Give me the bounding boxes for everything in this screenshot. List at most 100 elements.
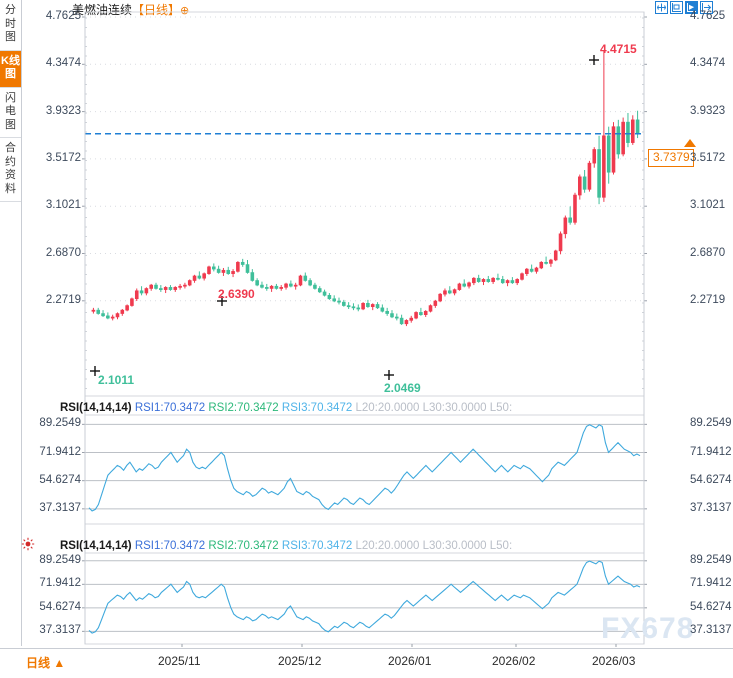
candlestick (390, 310, 394, 319)
candlestick (616, 119, 621, 159)
sidebar-item-lightning[interactable]: 闪电图 (0, 88, 21, 138)
candlestick (120, 308, 125, 316)
candlestick (298, 274, 303, 287)
candlestick (332, 295, 336, 303)
annotation-low-2: 2.0469 (384, 381, 421, 395)
rsi-panel-2-axis-label-left: 71.9412 (39, 577, 81, 590)
candlestick (606, 126, 611, 184)
sidebar-item-contract-info[interactable]: 合约资料 (0, 138, 21, 202)
crosshair-target-icon[interactable]: ⊕ (180, 5, 190, 17)
rsi-panel-2-axis-label-right: 71.9412 (690, 577, 732, 590)
candlestick (438, 293, 442, 303)
candlestick (457, 282, 462, 291)
candlestick (395, 313, 399, 321)
rsi1-l20: L20:20.0000 (355, 402, 420, 414)
candlestick (563, 215, 568, 239)
candlestick (578, 174, 582, 200)
annotation-low-1: 2.1011 (98, 373, 135, 387)
candlestick (630, 115, 635, 145)
current-price-tag[interactable]: 3.7379 (648, 149, 694, 167)
rsi-panel-1-axis-label-right: 89.2549 (690, 417, 732, 430)
price-axis-label-right: 3.1021 (690, 199, 726, 212)
date-axis-label: 2026/01 (388, 654, 432, 668)
rsi2-l30: L30:30.0000 (422, 540, 487, 552)
candlestick (573, 192, 577, 225)
candlestick (529, 264, 534, 273)
price-axis-label-right: 4.7625 (690, 10, 726, 22)
symbol-name: 美燃油连续 (72, 3, 133, 17)
rsi-panel-1-line (88, 424, 641, 512)
candlestick (260, 281, 264, 289)
candlestick (544, 256, 548, 265)
sidebar-item-timeline-label: 分时图 (5, 4, 16, 43)
period-label: 【日线】 (132, 3, 181, 17)
period-selector-button[interactable]: 日线 ▲ (26, 656, 66, 670)
candlestick (433, 299, 438, 308)
candlestick (423, 310, 428, 317)
price-axis-label-left: 2.6870 (45, 246, 81, 259)
price-axis-label-right: 2.6870 (690, 246, 726, 259)
rsi-panel-2-axis-label-left: 89.2549 (39, 553, 81, 566)
candlestick (173, 286, 178, 292)
tool-shift-right-icon[interactable] (700, 1, 713, 14)
tool-zoom-icon[interactable] (685, 1, 698, 14)
candlestick (178, 283, 182, 290)
candlestick (510, 277, 515, 284)
annotation-high-4: 4.4715 (600, 42, 637, 56)
tool-measure-icon[interactable] (670, 1, 683, 14)
candlestick (149, 283, 153, 291)
candlestick (250, 269, 255, 282)
price-axis-label-left: 4.7625 (45, 10, 81, 22)
rsi2-value2: RSI2:70.3472 (208, 540, 279, 552)
candlestick (91, 307, 96, 314)
candlestick (313, 282, 317, 290)
candlestick (125, 304, 129, 312)
rsi-panel-1-axis-label-left: 37.3137 (39, 501, 81, 514)
candlestick (558, 231, 563, 255)
date-axis-label: 2025/11 (158, 654, 201, 668)
annotation-cross-marker (217, 296, 227, 306)
candlestick (525, 267, 529, 276)
sidebar-item-timeline[interactable]: 分时图 (0, 0, 21, 51)
brightness-sun-icon[interactable] (21, 537, 35, 551)
date-axis-label: 2026/03 (592, 654, 636, 668)
candlestick (337, 297, 341, 305)
price-axis-label-right: 2.2719 (690, 293, 726, 306)
candlestick (168, 285, 173, 291)
candlestick (476, 274, 481, 283)
chart-area[interactable] (22, 0, 733, 673)
candlestick (582, 169, 587, 193)
sidebar-item-contract-info-label: 合约资料 (5, 142, 16, 195)
candlestick (264, 283, 269, 291)
candlestick (96, 307, 101, 315)
candlestick (491, 277, 495, 284)
candlestick (130, 297, 134, 307)
candlestick (481, 278, 486, 286)
price-axis-label-left: 3.5172 (45, 151, 81, 164)
bottom-bar: 日线 ▲ 2025/11 2025/12 2026/01 2026/02 2026/03 (0, 648, 733, 673)
candlestick (269, 285, 274, 292)
candlestick (611, 122, 616, 175)
candlestick (106, 312, 110, 320)
sidebar-item-lightning-label: 闪电图 (5, 91, 16, 131)
candlestick (284, 282, 288, 290)
rsi-panel-2-axis-label-right: 37.3137 (690, 624, 732, 637)
candlestick (110, 314, 115, 321)
rsi1-l30: L30:30.0000 (422, 402, 487, 414)
rsi1-value1: RSI1:70.3472 (134, 402, 206, 414)
tool-crosshair-icon[interactable] (655, 1, 668, 14)
candlestick (447, 286, 452, 295)
main-panel-border (84, 11, 645, 397)
sidebar-item-kline[interactable]: K线图 (0, 50, 21, 88)
date-axis-label: 2025/12 (278, 654, 322, 668)
candlestick (144, 287, 149, 296)
rsi2-name: RSI(14,14,14) (60, 540, 132, 552)
candlestick (534, 266, 539, 274)
candlestick (236, 261, 240, 273)
rsi-panel-1-axis-label-right: 71.9412 (690, 445, 732, 458)
candlestick (520, 272, 524, 281)
rsi-panel-1-axis-label-right: 37.3137 (690, 501, 732, 514)
candlestick (505, 279, 510, 287)
rsi2-value1: RSI1:70.3472 (134, 540, 206, 552)
candlestick (101, 310, 105, 317)
